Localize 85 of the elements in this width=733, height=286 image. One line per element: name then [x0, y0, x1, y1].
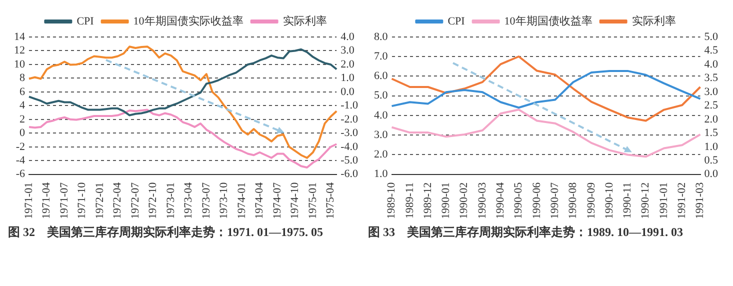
x-tick-label: 1990-11 [622, 182, 634, 219]
y-tick-label: 4.0 [374, 109, 388, 122]
x-tick-label: 1991-01 [658, 182, 670, 220]
legend-label: CPI [448, 15, 466, 28]
x-tick-label: 1974-10 [289, 182, 302, 220]
x-tick-label: 1990-01 [440, 182, 452, 220]
x-tick-label: 1989-12 [422, 182, 434, 220]
x-tick-label: 1975-01 [306, 182, 319, 220]
x-tick-label: 1973-01 [164, 182, 177, 220]
y-tick-label: -2 [16, 140, 25, 153]
x-tick-label: 1972-01 [94, 182, 106, 220]
y2-tick-label: -4.0 [340, 140, 358, 153]
x-tick-label: 1991-03 [694, 182, 706, 220]
x-tick-label: 1973-04 [182, 182, 195, 220]
legend-label: 实际利率 [282, 14, 327, 28]
y-tick-label: -6 [16, 168, 26, 180]
y2-tick-label: 1.0 [340, 72, 355, 84]
x-tick-label: 1971-04 [40, 182, 53, 220]
y-tick-label: 1.0 [374, 168, 388, 180]
legend-label: CPI [76, 15, 94, 28]
y-tick-label: 6 [20, 86, 26, 98]
x-tick-label: 1990-07 [548, 182, 561, 220]
x-tick-label: 1971-10 [76, 182, 88, 220]
x-tick-label: 1974-01 [236, 182, 248, 220]
x-tick-label: 1990-09 [585, 182, 598, 220]
y-tick-label: 5.0 [374, 90, 388, 102]
x-tick-label: 1990-03 [476, 182, 488, 220]
caption: 图 33 美国第三库存周期实际利率走势：1989. 10—1991. 03 [368, 224, 684, 241]
x-tick-label: 1990-06 [530, 182, 543, 220]
y2-tick-label: 4.0 [704, 58, 718, 70]
y2-tick-label: 2.5 [704, 100, 718, 112]
x-tick-label: 1972-10 [147, 182, 160, 220]
x-tick-label: 1972-04 [112, 182, 124, 220]
y-tick-label: 12 [14, 44, 25, 57]
y-tick-label: 6.0 [374, 70, 388, 82]
y2-tick-label: 4.5 [704, 44, 718, 57]
y-tick-label: 7.0 [374, 50, 388, 63]
y2-tick-label: -6.0 [340, 168, 358, 180]
x-tick-label: 1974-04 [254, 182, 266, 220]
x-tick-label: 1971-01 [22, 182, 35, 220]
x-tick-label: 1972-07 [129, 182, 142, 220]
y-tick-label: 3.0 [374, 128, 388, 141]
x-tick-label: 1990-12 [640, 182, 652, 220]
caption: 图 32 美国第三库存周期实际利率走势：1971. 01—1975. 05 [8, 224, 324, 241]
x-tick-label: 1991-02 [676, 182, 688, 220]
x-tick-label: 1990-02 [458, 182, 470, 220]
legend-label: 10年期国债收益率 [504, 14, 592, 28]
x-tick-label: 1973-07 [200, 182, 212, 220]
y2-tick-label: 2.0 [704, 113, 718, 126]
y2-tick-label: 0.0 [704, 168, 718, 180]
y2-tick-label: 3.5 [704, 72, 718, 84]
y2-tick-label: 3.0 [704, 86, 718, 98]
y2-tick-label: 2.0 [340, 58, 355, 70]
y2-tick-label: 3.0 [340, 44, 355, 57]
x-tick-label: 1990-05 [512, 182, 525, 220]
legend-label: 实际利率 [632, 14, 676, 28]
x-tick-label: 1974-07 [271, 182, 284, 220]
y2-tick-label: 1.0 [704, 140, 718, 153]
y2-tick-label: 1.5 [704, 127, 718, 140]
y2-tick-label: 5.0 [704, 30, 718, 43]
y2-tick-label: 0.0 [340, 86, 355, 98]
y-tick-label: 8.0 [374, 30, 388, 43]
y2-tick-label: -3.0 [340, 127, 358, 140]
y2-tick-label: -2.0 [340, 113, 358, 126]
legend-label: 10年期国债实际收益率 [133, 14, 244, 28]
y2-tick-label: 0.5 [704, 154, 718, 166]
y-tick-label: 0 [20, 127, 26, 140]
y2-tick-label: -1.0 [340, 100, 358, 112]
x-tick-label: 1990-04 [494, 182, 507, 220]
y-tick-label: 2 [20, 113, 25, 126]
y-tick-label: -4 [16, 154, 26, 166]
y-tick-label: 2.0 [374, 148, 388, 161]
y-tick-label: 8 [20, 72, 26, 84]
x-tick-label: 1989-11 [404, 182, 416, 219]
x-tick-label: 1975-04 [324, 182, 337, 220]
y2-tick-label: -5.0 [340, 154, 358, 166]
x-tick-label: 1990-08 [567, 182, 580, 220]
y-tick-label: 4 [20, 100, 26, 112]
y-tick-label: 10 [14, 58, 26, 70]
x-tick-label: 1989-10 [386, 182, 398, 220]
y2-tick-label: 4.0 [340, 30, 355, 43]
y-tick-label: 14 [14, 30, 26, 43]
x-tick-label: 1990-10 [603, 182, 616, 220]
x-tick-label: 1971-07 [58, 182, 70, 220]
x-tick-label: 1973-10 [218, 182, 230, 220]
